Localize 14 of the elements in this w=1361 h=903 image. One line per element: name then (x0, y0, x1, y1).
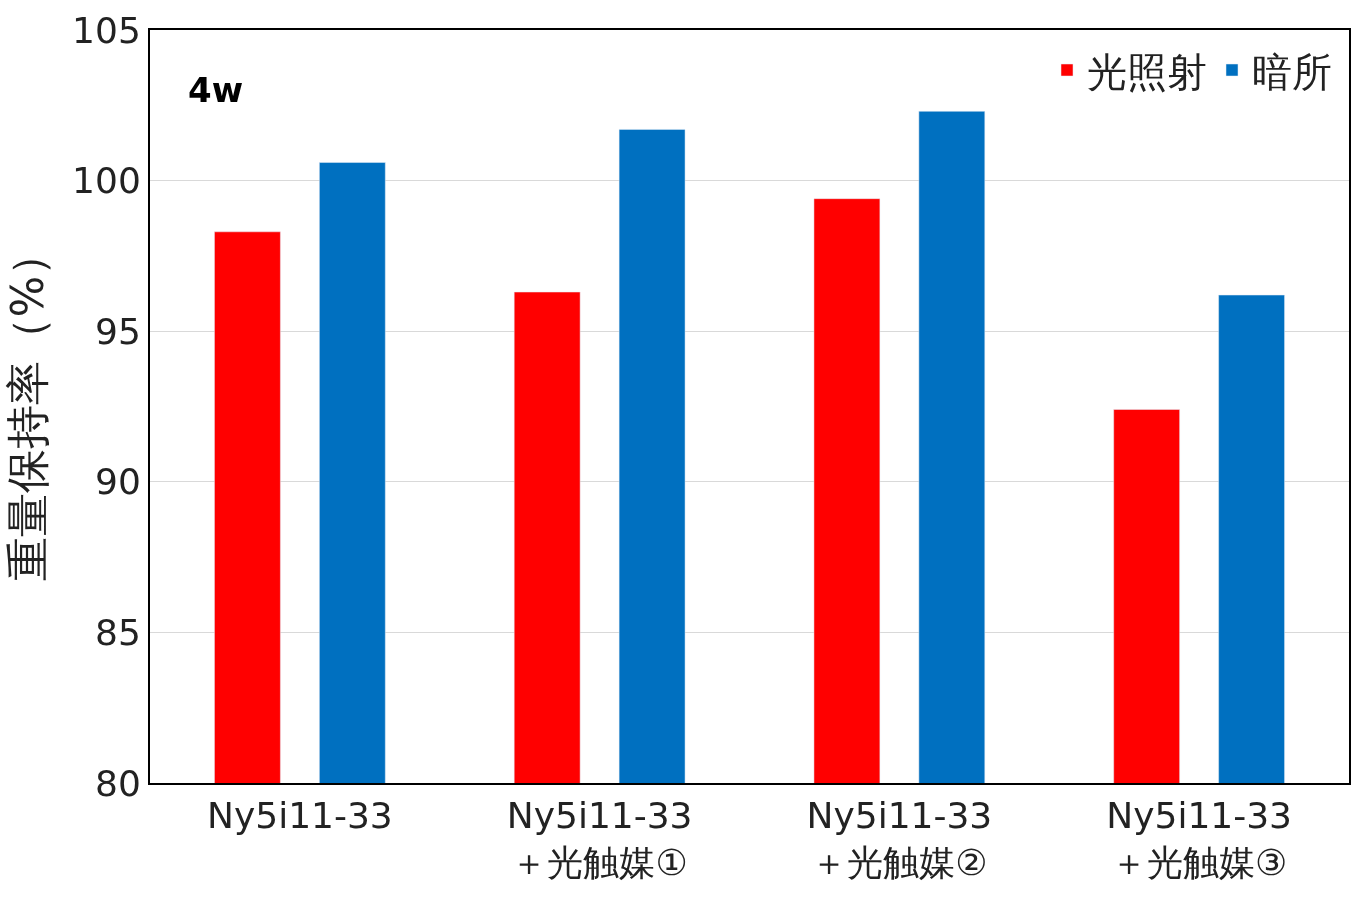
y-tick-label: 85 (94, 612, 141, 653)
y-tick-label: 100 (72, 160, 141, 202)
x-tick-label: Ny5i11-33 ＋光触媒② (806, 795, 993, 883)
legend-label: 光照射 (1087, 48, 1208, 95)
y-tick-label: 90 (94, 461, 141, 503)
legend-label: 暗所 (1252, 48, 1333, 95)
x-tick-label: Ny5i11-33 ＋光触媒③ (1106, 795, 1293, 883)
annotation: 4w (188, 70, 244, 110)
y-axis-title: 重量保持率（%） (1, 231, 53, 582)
y-tick-label: 80 (94, 762, 141, 804)
y-tick-label: 105 (72, 9, 141, 51)
y-tick-label: 95 (94, 310, 141, 352)
x-tick-label: Ny5i11-33 ＋光触媒① (506, 795, 693, 883)
x-tick-label: Ny5i11-33 (207, 795, 393, 837)
